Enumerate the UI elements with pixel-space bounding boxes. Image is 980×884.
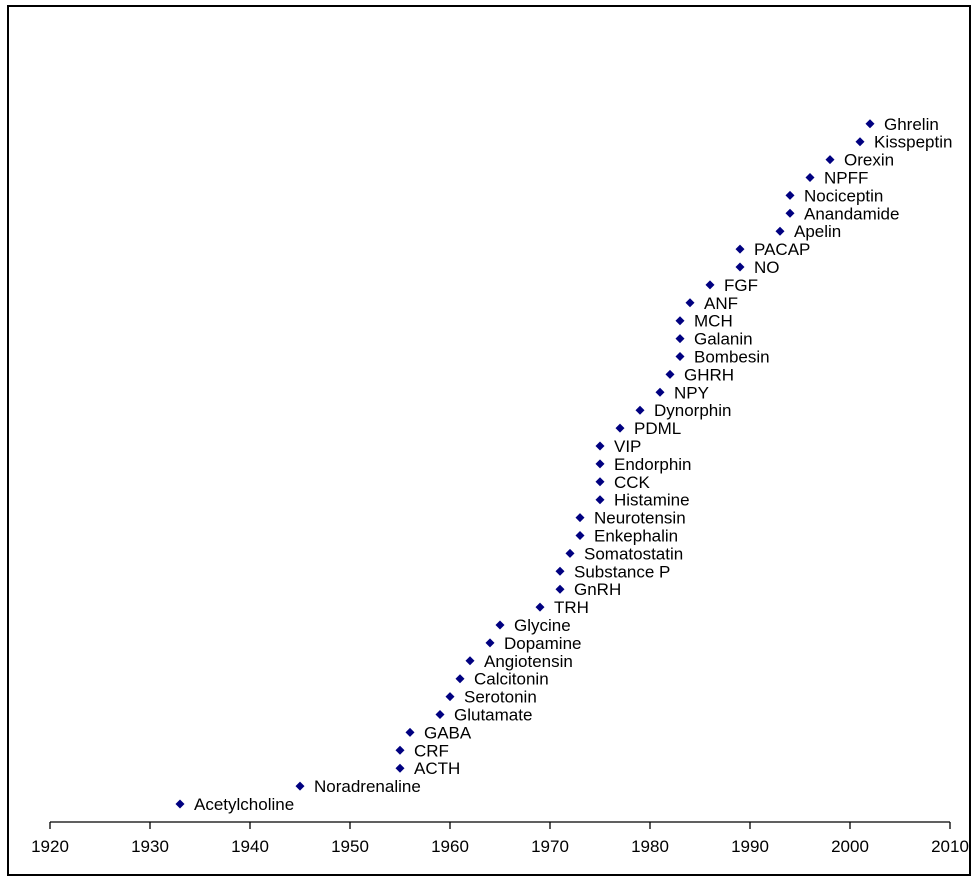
data-point — [535, 602, 545, 612]
x-tick-label: 2010 — [931, 837, 969, 856]
data-label: Serotonin — [464, 688, 537, 707]
data-point — [785, 208, 795, 218]
data-point — [455, 674, 465, 684]
data-point — [485, 638, 495, 648]
data-label: PACAP — [754, 240, 810, 259]
data-label: PDML — [634, 419, 681, 438]
data-label: Glutamate — [454, 706, 532, 725]
data-points: Acetylcholine NoradrenalineACTHCRFGABAGlu… — [175, 115, 952, 814]
data-point — [665, 369, 675, 379]
data-label: CRF — [414, 741, 449, 760]
data-point — [865, 119, 875, 129]
data-label: ACTH — [414, 759, 460, 778]
data-point — [595, 441, 605, 451]
data-point — [595, 459, 605, 469]
data-point — [595, 495, 605, 505]
data-point — [735, 262, 745, 272]
data-label: FGF — [724, 276, 758, 295]
data-point — [435, 710, 445, 719]
data-label: Bombesin — [694, 348, 770, 367]
x-tick-label: 1960 — [431, 837, 469, 856]
data-point — [175, 799, 185, 809]
data-point — [785, 190, 795, 200]
data-label: VIP — [614, 437, 641, 456]
data-point — [295, 781, 305, 791]
data-label: Calcitonin — [474, 670, 549, 689]
x-tick-label: 1950 — [331, 837, 369, 856]
data-point — [565, 548, 575, 558]
data-label: GHRH — [684, 365, 734, 384]
data-label: CCK — [614, 473, 651, 492]
data-point — [735, 244, 745, 254]
data-point — [775, 226, 785, 236]
data-label: Acetylcholine — [194, 795, 294, 814]
data-point — [855, 137, 865, 147]
data-point — [395, 763, 405, 773]
data-label: Endorphin — [614, 455, 692, 474]
data-label: NPFF — [824, 169, 868, 188]
data-label: Nociceptin — [804, 186, 883, 205]
data-label: Neurotensin — [594, 509, 686, 528]
x-axis: 1920 1930 1940 1950 1960 1970 1980 1990 2000 2010 — [31, 821, 969, 856]
data-point — [675, 334, 685, 344]
data-point — [465, 656, 475, 666]
data-label: GnRH — [574, 580, 621, 599]
data-label: MCH — [694, 312, 733, 331]
x-tick-label: 1990 — [731, 837, 769, 856]
data-label: NO — [754, 258, 780, 277]
data-label: Glycine — [514, 616, 571, 635]
data-label: Histamine — [614, 491, 690, 510]
data-point — [405, 727, 415, 737]
data-label: Apelin — [794, 222, 841, 241]
data-point — [555, 584, 565, 594]
x-tick-label: 1980 — [631, 837, 669, 856]
data-label: TRH — [554, 598, 589, 617]
data-point — [445, 692, 455, 702]
data-point — [575, 513, 585, 523]
data-point — [615, 423, 625, 433]
data-point — [675, 316, 685, 326]
data-label: Angiotensin — [484, 652, 573, 671]
data-point — [495, 620, 505, 630]
data-label: Substance P — [574, 562, 670, 581]
x-tick-label: 1920 — [31, 837, 69, 856]
data-point — [555, 566, 565, 576]
data-label: Kisspeptin — [874, 133, 952, 152]
data-point — [825, 155, 835, 165]
data-point — [595, 477, 605, 487]
x-tick-label: 1940 — [231, 837, 269, 856]
x-tick-label: 2000 — [831, 837, 869, 856]
x-tick-label: 1930 — [131, 837, 169, 856]
data-point — [575, 531, 585, 540]
data-point — [805, 173, 815, 182]
data-label: NPY — [674, 383, 709, 402]
data-label: Ghrelin — [884, 115, 939, 134]
data-label: GABA — [424, 723, 472, 742]
data-point — [655, 387, 665, 397]
data-label: Enkephalin — [594, 527, 678, 546]
data-label: Orexin — [844, 151, 894, 170]
data-label: Noradrenaline — [314, 777, 421, 796]
data-label: ANF — [704, 294, 738, 313]
x-tick-label: 1970 — [531, 837, 569, 856]
data-point — [395, 745, 405, 755]
data-point — [705, 280, 715, 290]
data-point — [635, 405, 645, 415]
data-label: Dynorphin — [654, 401, 732, 420]
data-point — [675, 352, 685, 361]
data-label: Anandamide — [804, 204, 899, 223]
data-label: Somatostatin — [584, 544, 683, 563]
data-point — [685, 298, 695, 308]
data-label: Galanin — [694, 330, 753, 349]
chart-frame — [7, 5, 971, 876]
data-label: Dopamine — [504, 634, 582, 653]
